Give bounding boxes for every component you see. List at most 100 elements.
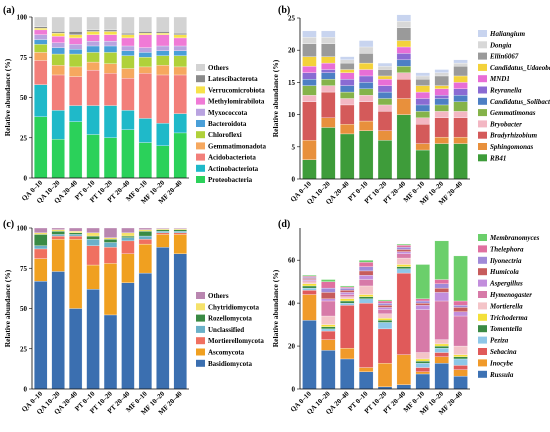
bar-segment-mnd1: [453, 82, 468, 89]
bar-segment-sebacina: [415, 367, 430, 372]
bar-segment-trichoderma: [340, 298, 355, 302]
legend-label: Inocybe: [489, 359, 513, 367]
bar-segment-actinobacteriota: [51, 110, 65, 140]
bar-segment-haliangium: [358, 40, 374, 48]
bar-segment-ascomycota: [103, 263, 118, 316]
bar-segment-hymenogaster: [434, 300, 449, 340]
bar-segment-dongia: [377, 66, 393, 70]
bar-segment-mortierellomycota: [173, 232, 187, 235]
bar-segment-proteobacteria: [138, 142, 152, 179]
bar-segment-peziza: [321, 328, 336, 332]
bar-segment-ilyonectria: [377, 302, 393, 306]
legend-label: Aspergillus: [489, 280, 523, 288]
bar-segment-candidatus-udaeobacter: [302, 56, 317, 67]
bar-segment-chloroflexi: [34, 44, 48, 53]
bar-segment-candidatus-udaeobacter: [340, 69, 355, 73]
bar-segment-mortierellomycota: [34, 248, 48, 259]
legend-label: Membranomyces: [489, 234, 540, 242]
legend-swatch: [478, 359, 487, 367]
bar-segment-chytridiomycota: [86, 232, 100, 237]
bar-segment-humicola: [377, 305, 393, 308]
bar-segment-verrucomicrobiota: [86, 31, 100, 35]
bar-segment-gemmatimonas: [453, 101, 468, 112]
bar-segment-russula: [321, 350, 336, 390]
bar-segment-inocybe: [358, 367, 374, 372]
bar-segment-haliangium: [302, 30, 317, 38]
bar-segment-acidobacteriota: [103, 73, 118, 106]
y-tick-label: 50: [20, 94, 28, 102]
bar-segment-latescibacterota: [121, 32, 135, 35]
bar-segment-chloroflexi: [69, 53, 83, 68]
legend-swatch: [478, 52, 487, 60]
bar-segment-ilyonectria: [415, 300, 430, 304]
y-tick-label: 20: [288, 343, 296, 351]
y-tick-label: 0: [292, 176, 296, 184]
bar-segment-latescibacterota: [156, 31, 170, 34]
legend-swatch: [478, 75, 487, 83]
bar-segment-basidiomycota: [86, 289, 100, 390]
bar-segment-peziza: [340, 302, 355, 306]
y-axis-label: Relative abundance (%): [271, 269, 280, 347]
bar-segment-humicola: [302, 278, 317, 280]
bar-segment-humicola: [415, 302, 430, 306]
bar-segment-unclassified: [69, 234, 83, 237]
bar-segment-mortierella: [434, 339, 449, 345]
legend-swatch: [478, 120, 487, 128]
bar-segment-verrucomicrobiota: [51, 32, 65, 37]
bar-segment-gemmatimonadota: [138, 66, 152, 74]
legend-label: Mortierellomycota: [208, 337, 264, 345]
bar-segment-sebacina: [377, 328, 393, 364]
bar-segment-humicola: [321, 292, 336, 299]
bar-segment-thelephora: [358, 262, 374, 267]
legend-label: Sebacina: [490, 348, 517, 356]
bar-segment-reyranella: [434, 95, 449, 99]
bar-segment-aspergillus: [358, 275, 374, 280]
bar-segment-basidiomycota: [173, 253, 187, 390]
bar-segment-others: [69, 227, 83, 232]
bar-segment-chytridiomycota: [51, 229, 65, 232]
bar-segment-myxococcota: [156, 45, 170, 51]
bar-segment-methylomirabilota: [86, 34, 100, 42]
bar-segment-myxococcota: [86, 41, 100, 47]
bar-segment-candidatus-solibacter: [358, 82, 374, 89]
bar-segment-russula: [340, 358, 355, 390]
bar-segment-others: [86, 16, 100, 31]
bar-segment-inocybe: [377, 363, 393, 387]
bar-segment-mortierellomycota: [103, 247, 118, 264]
bar-segment-hymenogaster: [453, 315, 468, 347]
y-tick-label: 100: [17, 225, 28, 233]
bar-segment-candidatus-udaeobacter: [396, 40, 412, 48]
bar-segment-haliangium: [377, 62, 393, 67]
bar-segment-chloroflexi: [173, 55, 187, 68]
bar-segment-ilyonectria: [358, 266, 374, 272]
legend-label: Ilyonectria: [489, 257, 522, 265]
bar-segment-rb41: [302, 159, 317, 180]
bar-segment-mnd1: [396, 46, 412, 54]
bar-segment-ellin6067: [415, 79, 430, 86]
bar-segment-verrucomicrobiota: [34, 28, 48, 31]
bar-segment-aspergillus: [302, 279, 317, 281]
legend-label: Russula: [489, 371, 514, 379]
bar-segment-membranomyces: [453, 255, 468, 302]
bar-segment-mnd1: [434, 88, 449, 96]
bar-segment-others: [51, 227, 65, 230]
bar-segment-ascomycota: [69, 239, 83, 309]
bar-segment-hymenogaster: [358, 279, 374, 287]
bar-segment-candidatus-udaeobacter: [453, 75, 468, 83]
bar-segment-basidiomycota: [121, 282, 135, 390]
bar-segment-peziza: [415, 363, 430, 368]
bar-segment-thelephora: [453, 300, 468, 306]
bar-segment-inocybe: [396, 354, 412, 385]
legend-label: Tomentella: [490, 325, 523, 333]
legend-label: Humicola: [489, 268, 519, 276]
bar-segment-unclassified: [121, 237, 135, 242]
bar-segment-tomentella: [434, 345, 449, 349]
bar-segment-inocybe: [302, 294, 317, 321]
bar-segment-russula: [434, 363, 449, 390]
bar-segment-gemmatimonas: [434, 104, 449, 112]
bar-segment-candidatus-solibacter: [321, 72, 336, 80]
y-tick-label: 0: [24, 175, 28, 183]
bar-segment-proteobacteria: [69, 121, 83, 179]
bar-segment-trichoderma: [358, 294, 374, 297]
